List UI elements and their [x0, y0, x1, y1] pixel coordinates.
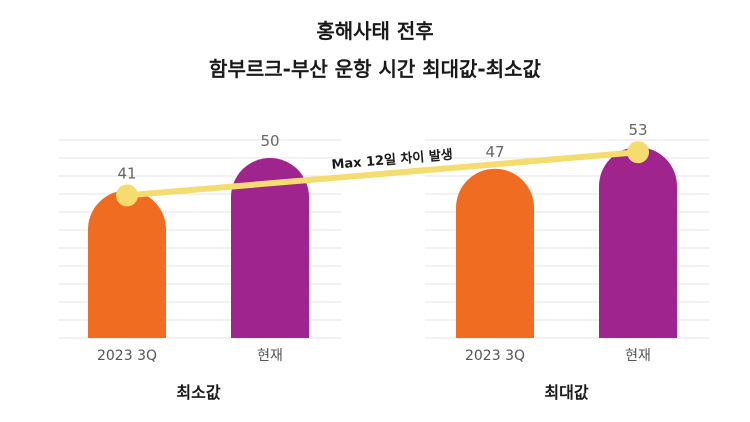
bar-now — [599, 147, 677, 338]
data-label: 47 — [485, 143, 504, 161]
chart-title-line1: 홍해사태 전후 — [316, 19, 433, 43]
data-label: 53 — [628, 121, 647, 139]
group-label: 최대값 — [544, 383, 588, 402]
connector-line — [124, 149, 641, 199]
connector-dot-start — [116, 184, 138, 207]
bar-2023-3q — [456, 168, 534, 338]
bar-2023-3q — [88, 190, 166, 338]
group-label: 최소값 — [176, 383, 220, 402]
chart-title-line2: 함부르크-부산 운항 시간 최대값-최소값 — [209, 57, 541, 81]
bar-now — [231, 158, 309, 338]
connector-dot-end — [627, 141, 649, 164]
x-tick-label: 현재 — [257, 348, 283, 364]
x-tick-label: 2023 3Q — [97, 348, 157, 364]
x-tick-label: 2023 3Q — [465, 348, 525, 364]
annotation-connector: Max 12일 차이 발생 — [116, 141, 649, 207]
data-label: 41 — [117, 164, 136, 182]
x-tick-label: 현재 — [625, 348, 651, 364]
data-label: 50 — [260, 132, 279, 150]
